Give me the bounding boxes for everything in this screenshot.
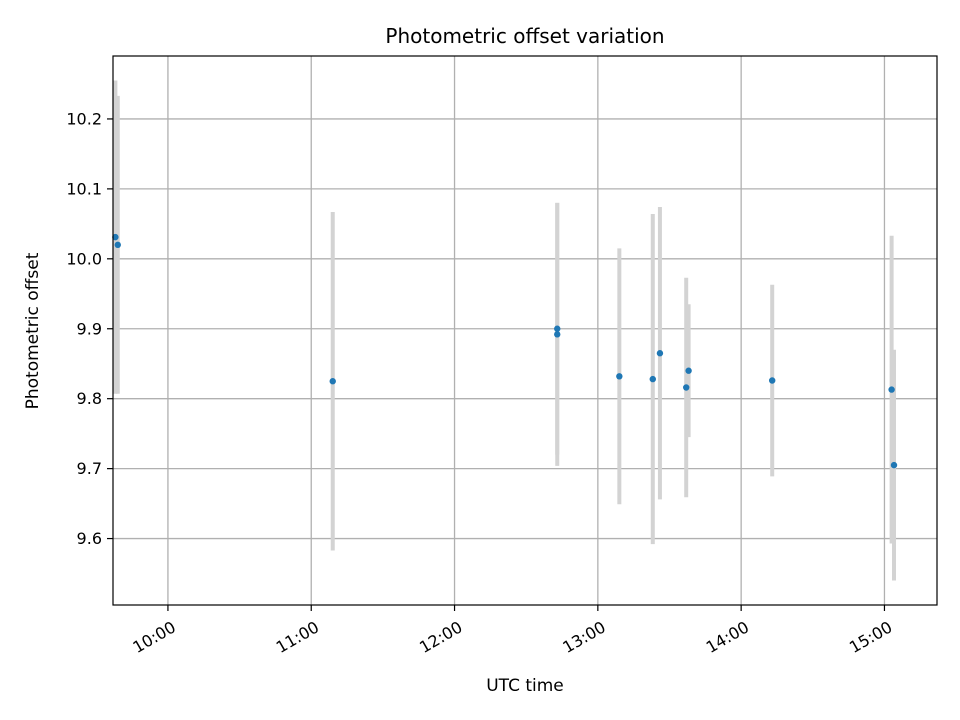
data-point: [554, 331, 561, 338]
y-tick-label: 9.6: [77, 529, 102, 548]
y-tick-label: 10.1: [66, 179, 102, 198]
y-axis-title: Photometric offset: [23, 252, 43, 409]
grid-layer: [113, 56, 937, 605]
y-tick-label: 9.7: [77, 459, 102, 478]
data-point: [114, 241, 121, 249]
chart-title: Photometric offset variation: [385, 24, 664, 48]
y-tick-label: 10.0: [66, 249, 102, 268]
data-point: [554, 325, 561, 332]
data-point: [616, 373, 623, 380]
x-axis-title: UTC time: [486, 676, 564, 696]
data-point: [888, 386, 895, 393]
data-point: [112, 233, 119, 241]
plot-frame: [112, 55, 938, 606]
y-tick-label: 9.9: [77, 319, 102, 338]
data-point: [329, 378, 336, 385]
data-point: [649, 375, 656, 383]
data-point: [890, 461, 898, 469]
y-tick-label: 9.8: [77, 389, 102, 408]
y-tick-label: 10.2: [66, 109, 102, 128]
data-point: [685, 367, 692, 374]
data-point: [683, 384, 690, 391]
data-point: [769, 377, 776, 384]
data-point: [656, 350, 664, 357]
point-layer: [112, 233, 898, 469]
